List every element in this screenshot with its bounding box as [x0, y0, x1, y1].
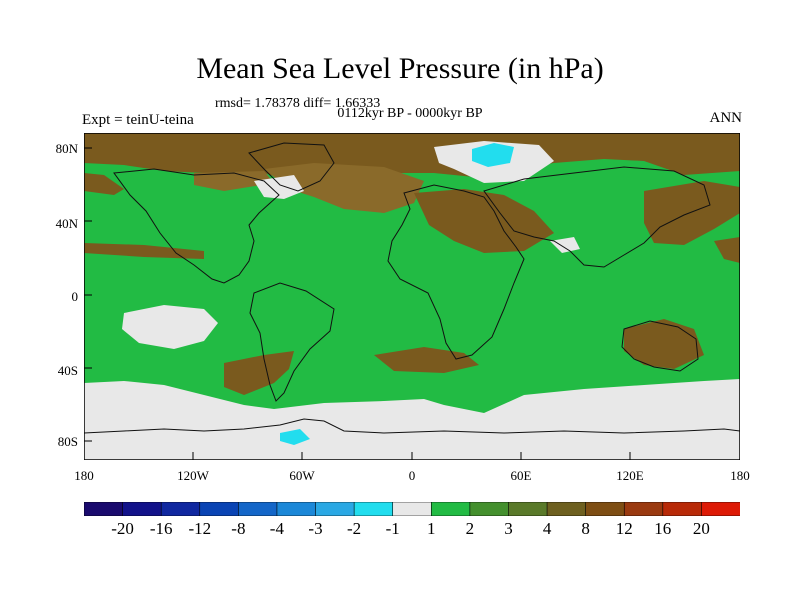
coastlines — [84, 142, 740, 434]
lon-label-120w: 120W — [177, 468, 209, 483]
map-title: Mean Sea Level Pressure (in hPa) — [196, 52, 604, 85]
lat-label-0: 0 — [71, 289, 79, 304]
lat-label-40s: 40S — [57, 363, 78, 378]
pacific-east-brown — [714, 237, 740, 263]
arctic-brown-region — [84, 133, 740, 191]
colorbar-label: 1 — [427, 519, 436, 538]
colorbar-label: -4 — [269, 519, 284, 538]
north-america-coast — [113, 168, 280, 284]
australia-coast — [621, 320, 699, 372]
colorbar-label: -12 — [188, 519, 212, 538]
pressure-map — [84, 133, 740, 460]
colorbar-swatch — [662, 502, 703, 516]
south-america-coast — [249, 282, 335, 402]
colorbar-swatch — [430, 502, 471, 516]
colorbar-label: 12 — [615, 519, 633, 538]
lon-label-180e: 180 — [730, 468, 750, 483]
colorbar-label: 3 — [504, 519, 513, 538]
experiment-label: Expt = teinU-teina — [82, 112, 194, 128]
colorbar-swatch — [585, 502, 626, 516]
lat-label-40n: 40N — [55, 216, 78, 231]
colorbar-swatch — [546, 502, 587, 516]
greenland-light — [254, 175, 304, 199]
tropical-pacific-light — [122, 305, 218, 349]
colorbar-swatch — [84, 502, 124, 516]
colorbar-swatch — [199, 502, 240, 516]
axis-ticks — [84, 147, 631, 460]
colorbar-label: -3 — [308, 519, 323, 538]
eurasia-brown — [414, 189, 554, 253]
colorbar-swatch — [315, 502, 355, 516]
colorbar-label: -8 — [231, 519, 246, 538]
colorbar-label: -20 — [111, 519, 134, 538]
colorbar-swatch — [623, 502, 664, 516]
colorbar-label: 2 — [465, 519, 475, 538]
period-label: 0112kyr BP - 0000kyr BP — [337, 106, 483, 121]
colorbar-swatch — [469, 502, 510, 516]
south-pacific-brown — [84, 243, 204, 259]
colorbar-swatch — [160, 502, 201, 516]
canada-olive-strip — [194, 171, 274, 191]
colorbar-swatch — [508, 502, 548, 516]
colorbar-swatch — [701, 502, 740, 516]
colorbar-swatch — [392, 502, 433, 516]
europe-africa-coast — [387, 184, 525, 360]
north-atlantic-brown — [264, 163, 424, 213]
greenland-coast — [248, 142, 335, 192]
lat-label-80n: 80N — [55, 141, 78, 156]
lon-label-0: 0 — [408, 468, 416, 483]
colorbar-label: -1 — [385, 519, 400, 538]
colorbar-label: -16 — [149, 519, 173, 538]
antarctic-light — [84, 379, 740, 460]
colorbar-swatch — [276, 502, 317, 516]
siberia-brown — [644, 181, 740, 245]
colorbar-swatch — [353, 502, 394, 516]
lon-label-180w: 180 — [74, 468, 94, 483]
colorbar-label: -2 — [347, 519, 362, 538]
north-pacific-brown — [84, 173, 124, 195]
colorbar-label: 16 — [654, 519, 672, 538]
colorbar-swatch — [238, 502, 278, 516]
south-america-brown — [224, 351, 294, 395]
lon-label-120e: 120E — [616, 468, 644, 483]
colorbar-label: 4 — [542, 519, 552, 538]
colorbar-label: 20 — [692, 519, 710, 538]
colorbar-swatch — [122, 502, 162, 516]
colorbar — [84, 502, 740, 516]
antarctica-coast — [84, 418, 740, 434]
lon-label-60e: 60E — [510, 468, 532, 483]
stats-label: rmsd= 1.78378 diff= 1.66333 — [215, 96, 381, 111]
lon-label-60w: 60W — [289, 468, 315, 483]
season-label: ANN — [709, 110, 743, 126]
colorbar-label: 8 — [581, 519, 590, 538]
middle-east-light — [550, 237, 580, 253]
asia-coast — [483, 166, 711, 268]
antarctic-cyan — [280, 429, 310, 445]
scandinavia-cyan — [472, 143, 514, 167]
lat-label-80s: 80S — [57, 434, 78, 449]
